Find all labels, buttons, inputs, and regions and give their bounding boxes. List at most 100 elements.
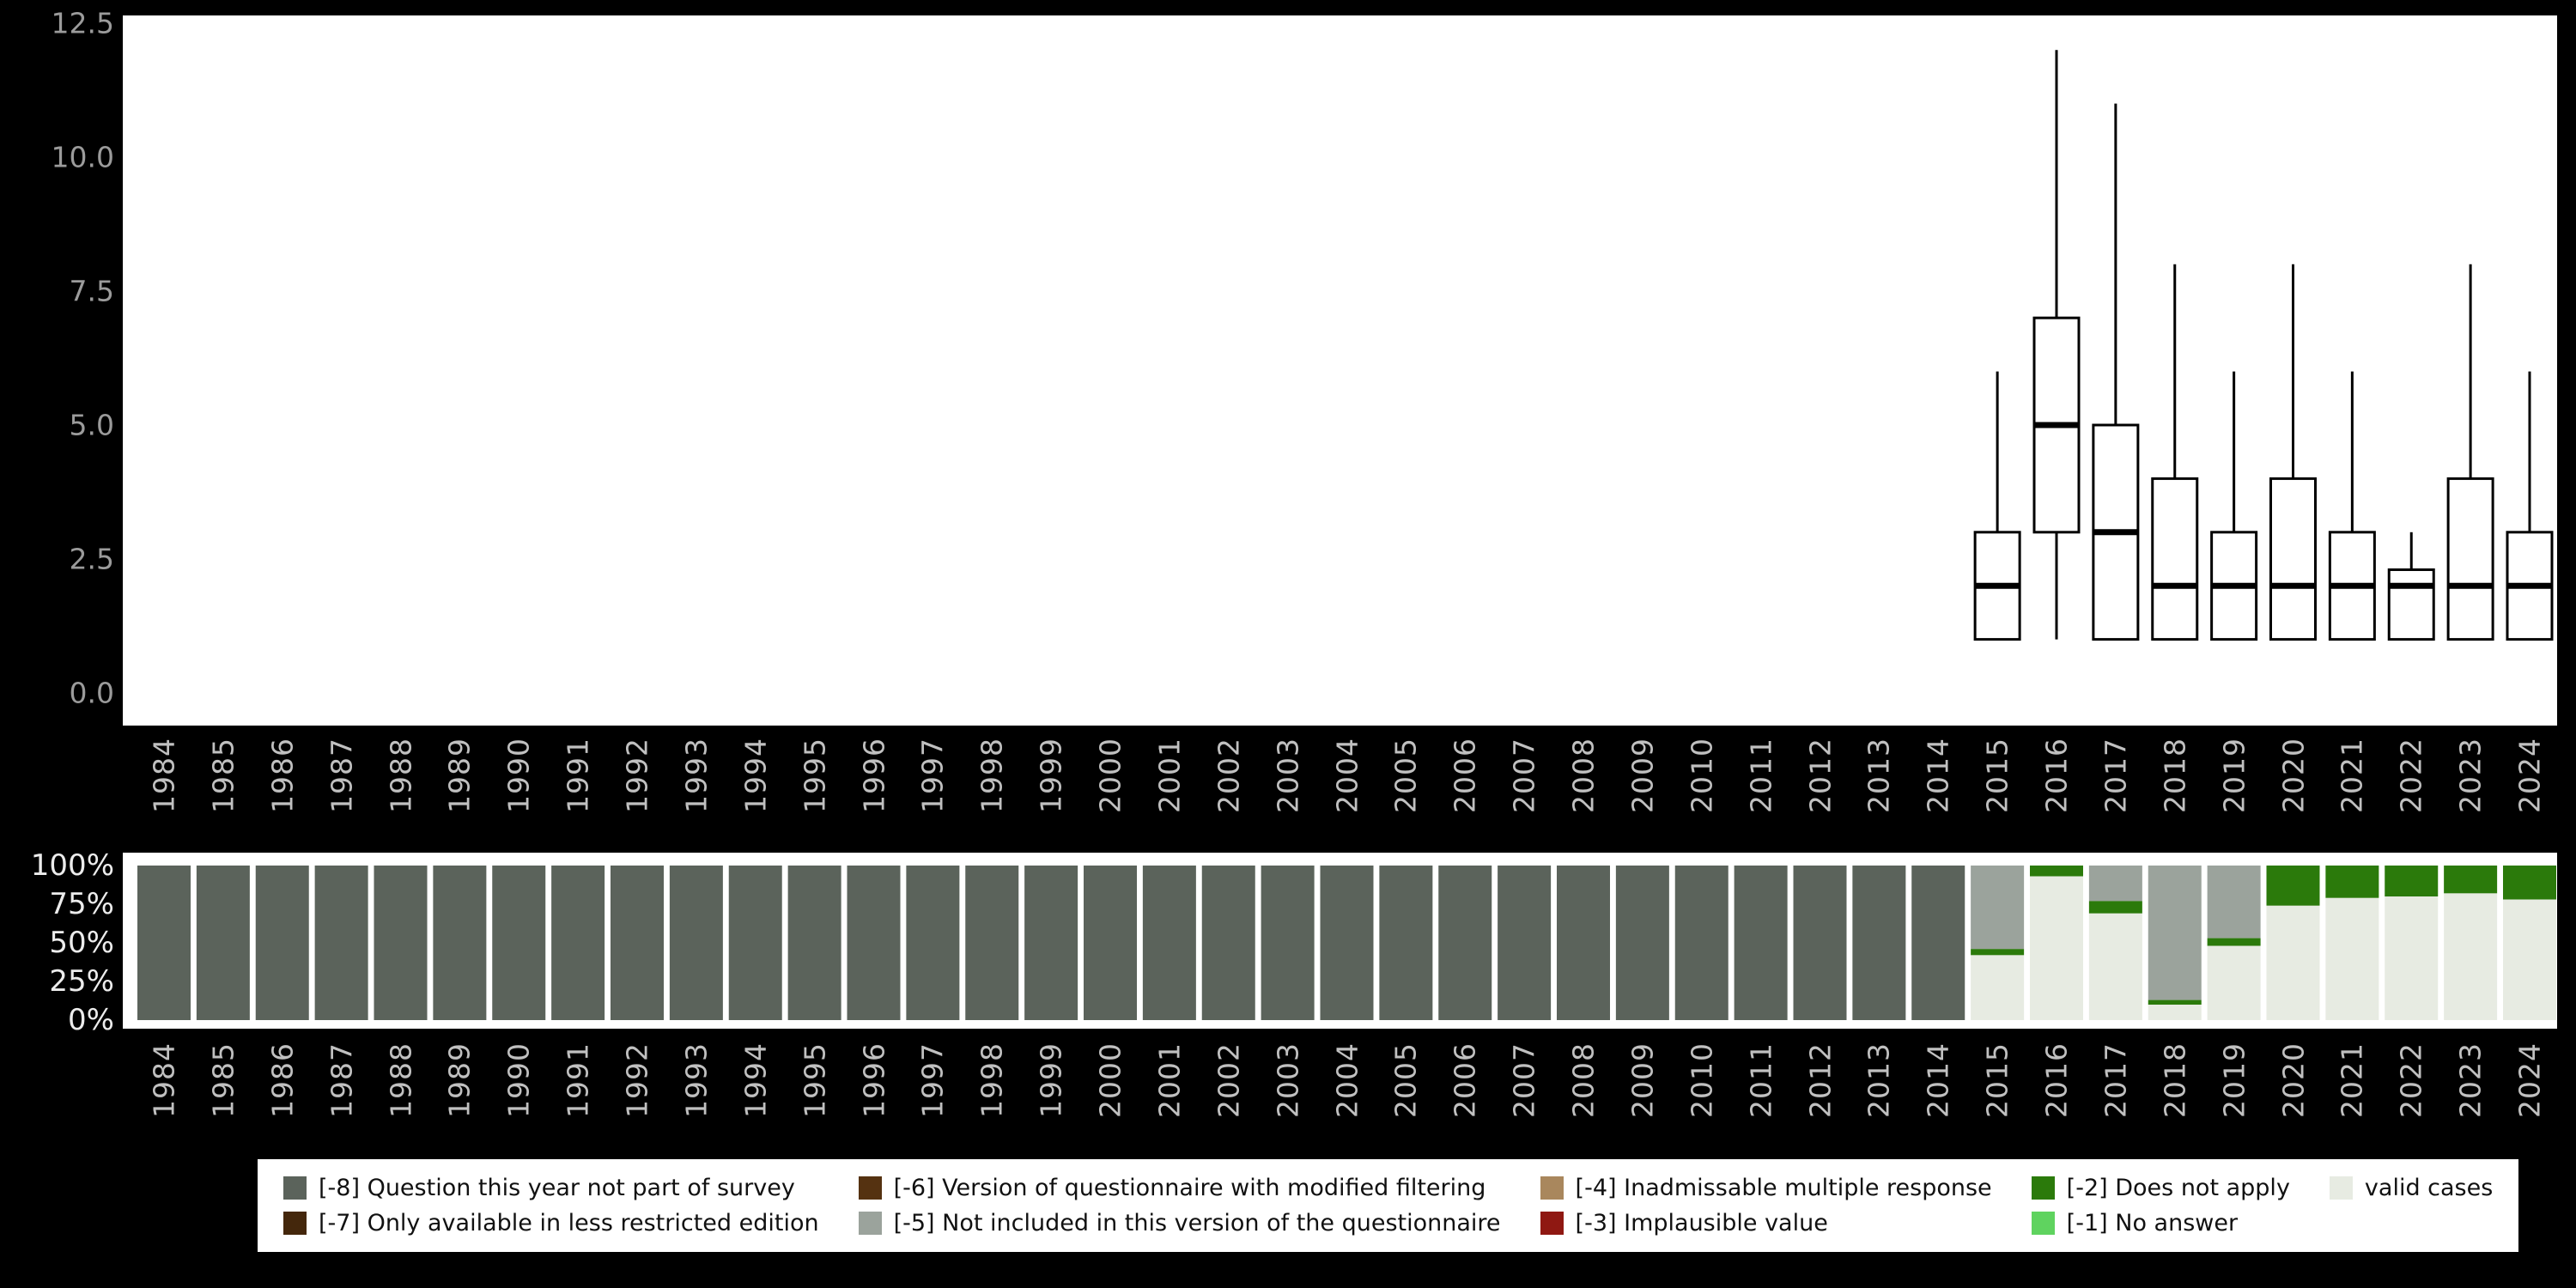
bar-segment-2012--8: [1793, 866, 1847, 1020]
bar-segment-2007--8: [1498, 866, 1552, 1020]
stack-x-tick-label: 2012: [1803, 1042, 1837, 1118]
stack-x-tick-label: 1999: [1034, 1042, 1068, 1118]
boxplot-2022: [2387, 532, 2435, 641]
legend-label: valid cases: [2364, 1175, 2494, 1201]
stack-x-tick-label: 2002: [1212, 1042, 1246, 1118]
bar-segment-2022--2: [2385, 866, 2439, 896]
stack-y-tick-label: 75%: [49, 887, 114, 921]
bar-segment-2008--8: [1557, 866, 1610, 1020]
boxplot-y-tick-label: 12.5: [51, 6, 114, 40]
boxplot-x-tick-label: 1990: [501, 738, 536, 813]
legend-item--5: [-5] Not included in this version of the…: [858, 1210, 1501, 1236]
legend-label: [-1] No answer: [2066, 1210, 2239, 1236]
stack-x-tick-label: 1988: [384, 1042, 417, 1118]
legend-label: [-3] Implausible value: [1575, 1210, 1828, 1236]
stack-x-tick-label: 2001: [1152, 1042, 1187, 1118]
boxplot-x-tick-label: 1995: [798, 738, 832, 813]
bar-segment-2016--2: [2030, 866, 2083, 877]
stack-x-tick-label: 2006: [1448, 1042, 1482, 1118]
bar-segment-2013--8: [1852, 866, 1906, 1020]
bar-segment-2006--8: [1438, 866, 1492, 1020]
boxplot-2018: [2151, 264, 2199, 641]
stack-x-tick-label: 1989: [442, 1042, 477, 1118]
boxplot-x-tick-label: 2007: [1507, 738, 1541, 813]
bar-segment-2023--2: [2444, 866, 2498, 894]
bar-segment-1986--8: [255, 866, 309, 1020]
bar-segment-2020-valid: [2266, 905, 2320, 1020]
stack-x-tick-label: 2019: [2217, 1042, 2251, 1118]
boxplot-x-tick-label: 1999: [1034, 738, 1068, 813]
legend-label: [-2] Does not apply: [2066, 1175, 2290, 1201]
stack-x-tick-label: 2009: [1625, 1042, 1660, 1118]
boxplot-2021: [2328, 371, 2376, 641]
boxplot-x-tick-label: 2006: [1448, 738, 1482, 813]
boxplot-x-tick-label: 2009: [1625, 738, 1660, 813]
boxplot-x-tick-label: 2008: [1566, 738, 1601, 813]
legend-item-valid: valid cases: [2329, 1175, 2494, 1201]
boxplot-x-tick-label: 2017: [2099, 738, 2133, 813]
stack-x-tick-label: 2017: [2099, 1042, 2133, 1118]
stack-x-tick-label: 2022: [2394, 1042, 2428, 1118]
stack-x-tick-label: 2021: [2335, 1042, 2369, 1118]
boxplot-x-tick-label: 2023: [2453, 738, 2488, 813]
stack-x-tick-label: 1994: [738, 1042, 773, 1118]
bar-segment-1996--8: [847, 866, 901, 1020]
bar-segment-1998--8: [965, 866, 1019, 1020]
boxplot-2017: [2092, 103, 2140, 641]
boxplot-x-tick-label: 1997: [915, 738, 950, 813]
bar-segment-2011--8: [1734, 866, 1788, 1020]
stack-x-tick-label: 1992: [620, 1042, 654, 1118]
boxplot-x-tick-label: 2004: [1330, 738, 1364, 813]
stack-x-tick-label: 1998: [975, 1042, 1009, 1118]
boxplot-2016: [2032, 50, 2081, 640]
stack-y-tick-label: 25%: [49, 964, 114, 999]
bar-segment-2018--5: [2148, 866, 2202, 1000]
boxplot-x-tick-label: 2016: [2039, 738, 2074, 813]
bar-segment-2003--8: [1261, 866, 1315, 1020]
legend-swatch-icon: [1540, 1212, 1564, 1235]
boxplot-x-tick-label: 2015: [1980, 738, 2014, 813]
legend-swatch-icon: [1540, 1176, 1564, 1200]
legend-swatch-icon: [2329, 1176, 2353, 1200]
legend-item--3: [-3] Implausible value: [1540, 1210, 1992, 1236]
stack-y-tick-label: 0%: [68, 1003, 114, 1037]
legend-label: [-8] Question this year not part of surv…: [319, 1175, 795, 1201]
boxplot-x-tick-label: 2002: [1212, 738, 1246, 813]
legend-item--7: [-7] Only available in less restricted e…: [283, 1210, 819, 1236]
boxplot-2024: [2506, 371, 2554, 641]
boxplot-2023: [2446, 264, 2494, 641]
bar-segment-2017--2: [2088, 901, 2142, 914]
bar-segment-1999--8: [1024, 866, 1078, 1020]
legend-swatch-icon: [283, 1176, 307, 1200]
boxplot-2015: [1973, 371, 2021, 641]
boxplot-y-tick-label: 7.5: [69, 274, 114, 308]
boxplot-x-tick-label: 1994: [738, 738, 773, 813]
legend-swatch-icon: [858, 1176, 882, 1200]
bar-segment-1990--8: [492, 866, 546, 1020]
bar-segment-2002--8: [1201, 866, 1255, 1020]
boxplot-x-tick-label: 2011: [1744, 738, 1778, 813]
stack-x-tick-label: 2010: [1685, 1042, 1719, 1118]
legend-item--4: [-4] Inadmissable multiple response: [1540, 1175, 1992, 1201]
boxplot-y-tick-label: 2.5: [69, 542, 114, 576]
bar-segment-1992--8: [611, 866, 664, 1020]
boxplot-x-tick-label: 1984: [147, 738, 181, 813]
stack-x-tick-label: 1990: [501, 1042, 536, 1118]
boxplot-x-tick-label: 2020: [2276, 738, 2310, 813]
boxplot-x-tick-label: 1989: [442, 738, 477, 813]
stack-x-tick-label: 1986: [265, 1042, 300, 1118]
boxplot-x-tick-label: 2005: [1388, 738, 1423, 813]
boxplot-x-tick-label: 1996: [857, 738, 890, 813]
stack-x-tick-label: 1997: [915, 1042, 950, 1118]
boxplot-2019: [2210, 371, 2258, 641]
bar-segment-2020--2: [2266, 866, 2320, 906]
stack-x-tick-label: 1993: [679, 1042, 714, 1118]
stack-x-tick-label: 1987: [325, 1042, 359, 1118]
stack-x-tick-label: 2018: [2158, 1042, 2192, 1118]
stacked-bar-chart: [137, 866, 2556, 1020]
bar-segment-2024-valid: [2503, 899, 2556, 1020]
bar-segment-2000--8: [1084, 866, 1137, 1020]
stack-y-tick-label: 100%: [30, 848, 114, 883]
bar-segment-2005--8: [1379, 866, 1433, 1020]
